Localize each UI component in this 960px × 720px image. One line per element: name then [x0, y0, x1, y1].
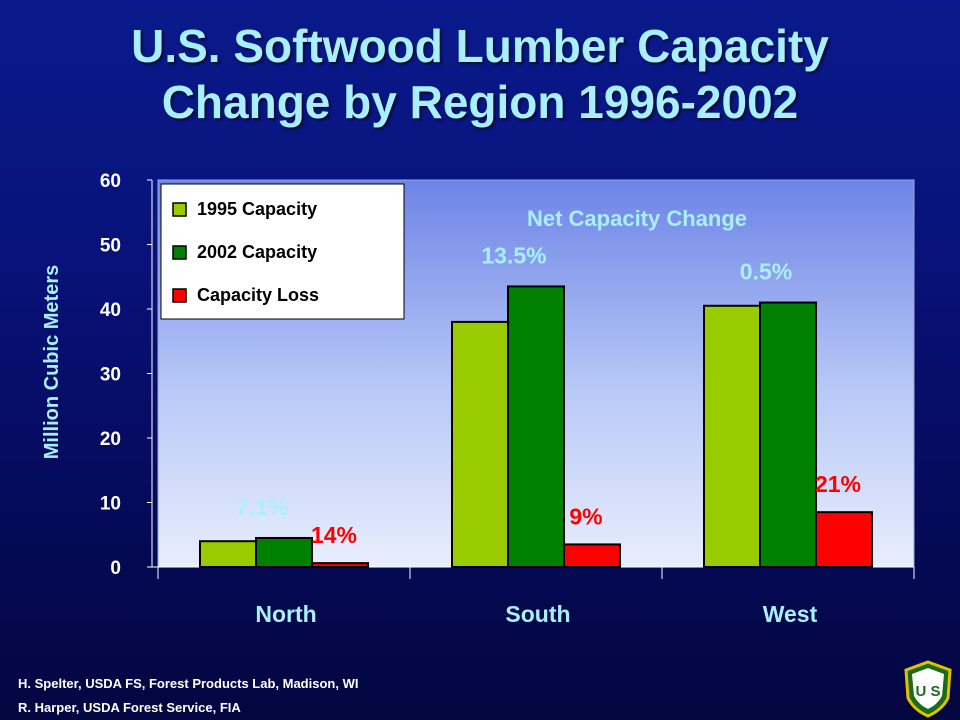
y-tick-label: 60: [100, 171, 121, 192]
legend-label: 1995 Capacity: [197, 199, 317, 219]
loss-label: 9%: [569, 503, 602, 529]
legend-label: 2002 Capacity: [197, 242, 317, 262]
bar: [703, 304, 761, 568]
footer-credit-2: R. Harper, USDA Forest Service, FIA: [18, 700, 241, 715]
y-tick-label: 0: [110, 558, 121, 579]
x-tick-label: West: [763, 601, 818, 627]
y-tick-label: 40: [100, 300, 121, 321]
legend-swatch: [172, 202, 187, 217]
title-line-2: Change by Region 1996-2002: [161, 76, 799, 128]
legend-box: [160, 183, 405, 320]
loss-label: 14%: [311, 522, 357, 548]
bar: [311, 562, 369, 569]
y-tick-label: 20: [100, 429, 121, 450]
net-change-label: 0.5%: [740, 259, 792, 285]
x-tick-label: South: [505, 601, 570, 627]
bar: [255, 536, 313, 568]
title-line-1: U.S. Softwood Lumber Capacity: [131, 20, 829, 72]
footer-credit-1: H. Spelter, USDA FS, Forest Products Lab…: [18, 676, 359, 691]
x-tick-label: North: [255, 601, 316, 627]
logo-text: U S: [915, 683, 940, 700]
net-change-label: 7.1%: [236, 494, 288, 520]
y-axis-label: Million Cubic Meters: [41, 265, 63, 459]
bar: [199, 540, 257, 569]
bar: [507, 285, 565, 568]
bar: [815, 511, 873, 568]
loss-label: 21%: [815, 471, 861, 497]
legend: 1995 Capacity 2002 Capacity Capacity Loss: [160, 183, 405, 320]
y-tick-label: 50: [100, 236, 121, 257]
legend-swatch: [172, 245, 187, 260]
bar: [759, 301, 817, 568]
bar: [451, 320, 509, 568]
bar: [563, 543, 621, 568]
forest-service-shield-icon: U S: [904, 660, 952, 718]
legend-swatch: [172, 288, 187, 303]
slide-title: U.S. Softwood Lumber Capacity Change by …: [0, 18, 960, 130]
legend-label: Capacity Loss: [197, 285, 319, 305]
net-change-label: 13.5%: [481, 242, 546, 268]
y-tick-label: 30: [100, 365, 121, 386]
y-tick-label: 10: [100, 494, 121, 515]
net-capacity-change-title: Net Capacity Change: [527, 206, 747, 231]
